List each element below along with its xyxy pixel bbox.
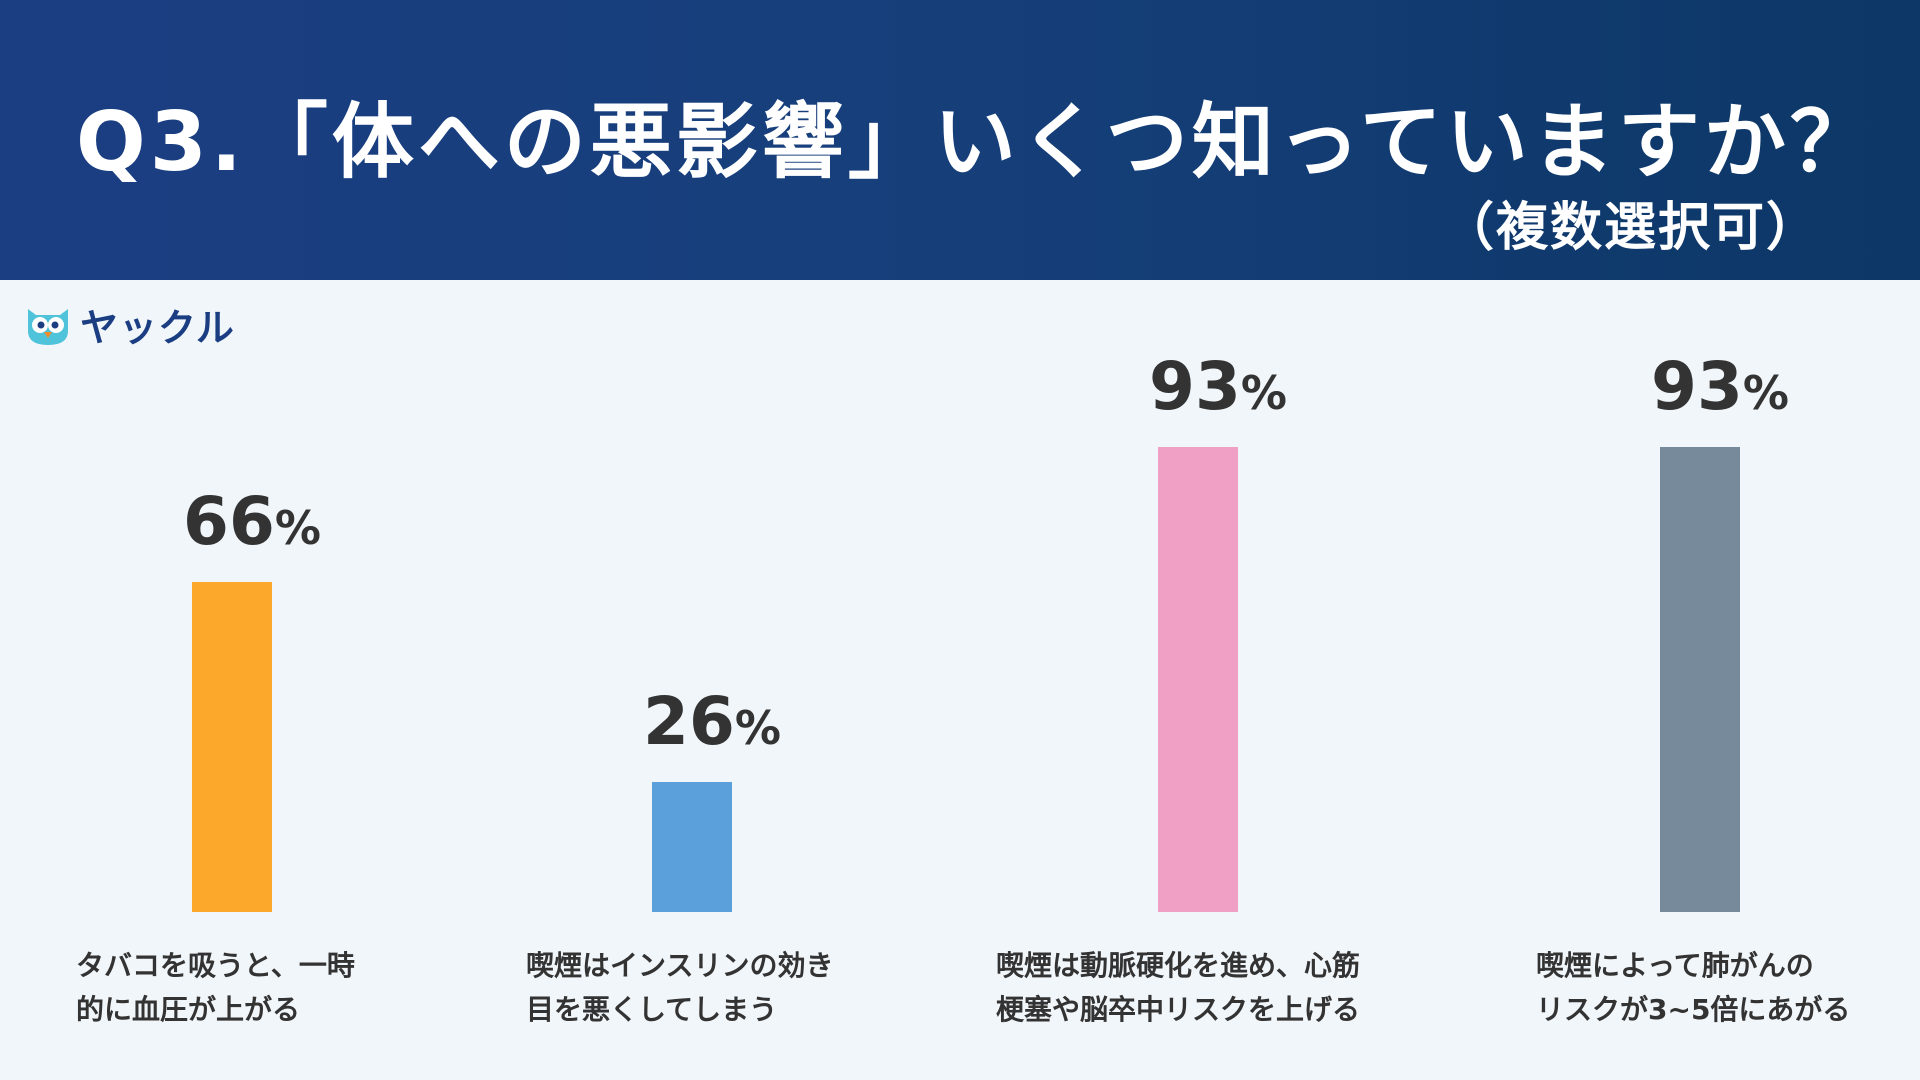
category-label-1-line-2: 的に血圧が上がる <box>76 993 301 1026</box>
logo-text: ヤックル <box>80 305 235 350</box>
bar-3 <box>1158 447 1238 912</box>
category-label-4: 喫煙によって肺がんのリスクが3~5倍にあがる <box>1536 944 1920 1032</box>
category-label-1: タバコを吸うと、一時 的に血圧が上がる <box>76 944 476 1032</box>
bar-value-label-2: 26% <box>643 683 781 760</box>
header-banner: Q3.「体への悪影響」いくつ知っていますか？ （複数選択可） <box>0 0 1920 280</box>
category-label-4-line-2: リスクが3~5倍にあがる <box>1536 993 1851 1026</box>
category-label-4-line-1: 喫煙によって肺がんの <box>1536 949 1814 982</box>
category-label-3-line-1: 喫煙は動脈硬化を進め、心筋 <box>996 949 1361 982</box>
category-label-3: 喫煙は動脈硬化を進め、心筋 梗塞や脳卒中リスクを上げる <box>996 944 1396 1032</box>
bar-1 <box>192 582 272 912</box>
owl-icon <box>28 309 68 345</box>
page-subtitle: （複数選択可） <box>1441 198 1820 258</box>
bar-value-label-1: 66% <box>183 483 321 560</box>
bar-2 <box>652 782 732 912</box>
bar-value-label-3: 93% <box>1149 348 1287 425</box>
category-label-2-line-1: 喫煙はインスリンの効き <box>526 949 834 982</box>
brand-logo: ヤックル <box>24 298 235 350</box>
bar-value-label-4: 93% <box>1651 348 1789 425</box>
category-label-3-line-2: 梗塞や脳卒中リスクを上げる <box>996 993 1361 1026</box>
bar-4 <box>1660 447 1740 912</box>
category-label-1-line-1: タバコを吸うと、一時 <box>76 949 355 982</box>
page-title: Q3.「体への悪影響」いくつ知っていますか？ <box>76 95 1876 190</box>
category-label-2: 喫煙はインスリンの効き 目を悪くしてしまう <box>526 944 926 1032</box>
category-label-2-line-2: 目を悪くしてしまう <box>526 993 778 1026</box>
